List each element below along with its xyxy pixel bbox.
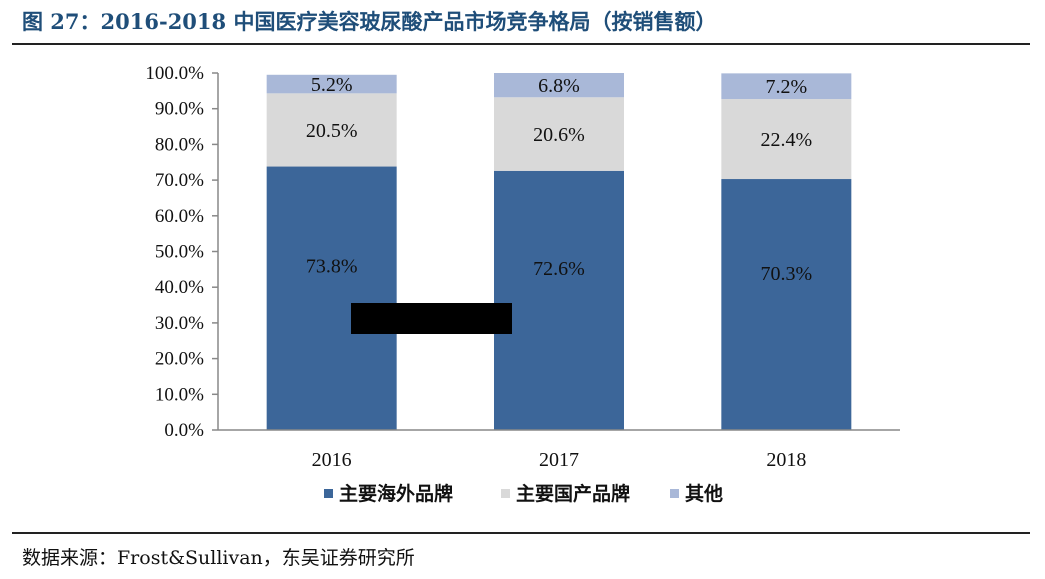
legend-label: 主要海外品牌 — [339, 482, 453, 505]
y-axis: 0.0% 10.0% 20.0% 30.0% 40.0% 50.0% 60.0% 70.0% 8… — [145, 63, 219, 441]
bar-segment — [721, 99, 852, 180]
bar-segment — [494, 73, 624, 98]
data-label: 6.8% — [538, 75, 580, 97]
legend: 主要海外品牌 主要国产品牌 其他 — [324, 482, 723, 505]
data-label: 20.6% — [533, 124, 585, 146]
y-tick-label: 20.0% — [155, 349, 204, 370]
bar-segment — [494, 170, 624, 430]
bars: 73.8% 20.5% 5.2% 72.6% 20.6% 6.8% 70.3% 22.4% 7.… — [266, 73, 852, 430]
data-label: 7.2% — [765, 76, 807, 98]
y-tick-label: 10.0% — [155, 384, 204, 405]
x-tick-label: 2016 — [312, 449, 352, 471]
bar-segment — [721, 73, 852, 100]
legend-swatch — [501, 489, 510, 498]
y-tick-label: 100.0% — [145, 63, 204, 84]
source-rule — [12, 532, 1030, 534]
y-tick-label: 80.0% — [155, 134, 204, 155]
redaction-block — [351, 303, 512, 334]
legend-swatch — [670, 489, 679, 498]
y-tick-label: 60.0% — [155, 206, 204, 227]
legend-label: 其他 — [685, 482, 723, 505]
bar-segment — [266, 74, 397, 94]
bar-segment — [266, 93, 397, 167]
x-tick-label: 2017 — [539, 449, 579, 471]
data-label: 70.3% — [760, 263, 812, 285]
y-tick-label: 50.0% — [155, 242, 204, 263]
source-note: 数据来源：Frost&Sullivan，东吴证券研究所 — [22, 547, 415, 569]
y-tick-label: 0.0% — [164, 420, 204, 441]
x-tick-label: 2018 — [766, 449, 806, 471]
data-label: 5.2% — [311, 74, 353, 96]
y-tick-label: 30.0% — [155, 313, 204, 334]
legend-label: 主要国产品牌 — [516, 482, 630, 505]
title-rule — [12, 43, 1030, 45]
data-label: 22.4% — [760, 129, 812, 151]
legend-swatch — [324, 489, 333, 498]
y-tick-label: 90.0% — [155, 99, 204, 120]
bar-segment — [266, 166, 397, 430]
figure-title: 图 27：2016-2018 中国医疗美容玻尿酸产品市场竞争格局（按销售额） — [22, 9, 717, 34]
y-tick-label: 70.0% — [155, 170, 204, 191]
data-label: 72.6% — [533, 258, 585, 280]
data-label: 20.5% — [306, 120, 358, 142]
bar-segment — [721, 179, 852, 430]
y-tick-label: 40.0% — [155, 277, 204, 298]
bar-segment — [494, 97, 624, 171]
x-axis: 2016 2017 2018 — [218, 429, 900, 471]
data-label: 73.8% — [306, 255, 358, 277]
